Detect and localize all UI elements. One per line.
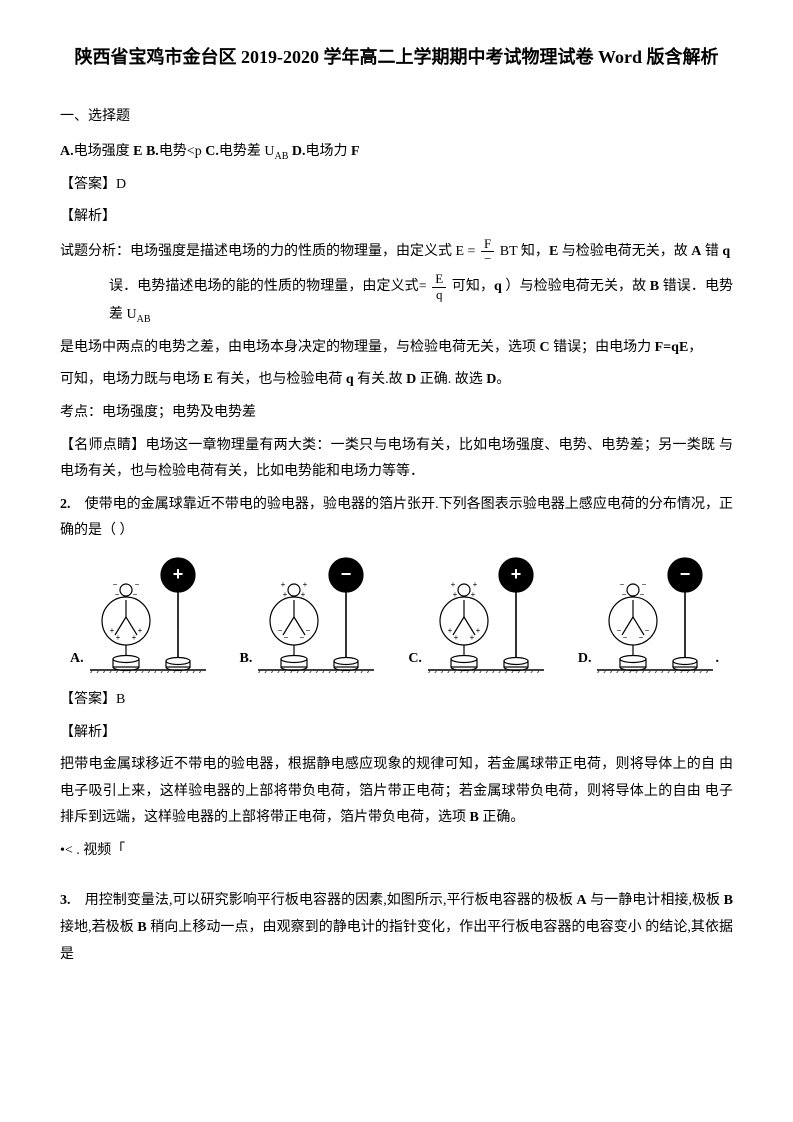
q2-fig-D: D. −−−−−−−−− . — [578, 555, 723, 673]
page-title: 陕西省宝鸡市金台区 2019-2020 学年高二上学期期中考试物理试卷 Word… — [60, 40, 733, 74]
q1-answer: 【答案】D — [60, 172, 733, 199]
svg-text:−: − — [132, 590, 137, 599]
q2-stem-text: 使带电的金属球靠近不带电的验电器，验电器的箔片张开.下列各图表示验电器上感应电荷… — [60, 497, 733, 539]
frac-1: F − — [481, 237, 494, 267]
svg-text:+: + — [453, 590, 458, 599]
q2-number: 2. — [60, 497, 71, 512]
svg-text:−: − — [306, 626, 311, 635]
fig-label-B: B. — [240, 646, 253, 673]
q3-stem: 3. 用控制变量法,可以研究影响平行板电容器的因素,如图所示,平行板电容器的极板… — [60, 888, 733, 968]
q1-explain-line5: 考点：电场强度；电势及电势差 — [60, 400, 733, 427]
q1-explain-line6: 【名师点睛】电场这一章物理量有两大类：一类只与电场有关，比如电场强度、电势、电势… — [60, 433, 733, 486]
q1-l1a: 试题分析：电场强度是描述电场的力的性质的物理量，由定义式 E = — [60, 244, 479, 259]
q3-number: 3. — [60, 893, 71, 908]
svg-text:−: − — [134, 580, 139, 589]
electroscope-diagram-A: −−−−+++++ — [88, 555, 208, 673]
q1-l1b: BT 知，E 与检验电荷无关，故 A 错 q — [500, 244, 730, 259]
fig-label-A: A. — [70, 646, 84, 673]
svg-text:−: − — [620, 580, 625, 589]
q2-explain-label: 【解析】 — [60, 720, 733, 747]
svg-text:+: + — [283, 590, 288, 599]
svg-text:−: − — [640, 590, 645, 599]
svg-text:−: − — [278, 626, 283, 635]
q1-l2a: 误．电势描述电场的能的性质的物理量，由定义式= — [109, 279, 430, 294]
svg-text:+: + — [470, 633, 475, 642]
svg-text:+: + — [115, 633, 120, 642]
q1-options: A.电场强度 E B.电势<p C.电势差 UAB D.电场力 F — [60, 139, 733, 166]
q1-explain-label: 【解析】 — [60, 204, 733, 231]
spacer — [60, 870, 733, 888]
svg-text:−: − — [642, 580, 647, 589]
svg-text:+: + — [303, 580, 308, 589]
q2-fig-C: C. +++++++++ — [408, 555, 546, 673]
svg-text:+: + — [473, 580, 478, 589]
svg-text:−: − — [639, 633, 644, 642]
svg-text:+: + — [109, 626, 114, 635]
q3-stem-text: 用控制变量法,可以研究影响平行板电容器的因素,如图所示,平行板电容器的极板 A … — [60, 893, 733, 961]
svg-text:+: + — [301, 590, 306, 599]
q1-explain-line1: 试题分析：电场强度是描述电场的力的性质的物理量，由定义式 E = F − BT … — [60, 237, 733, 267]
q1-options-text: 电场强度 E B.电势<p C.电势差 UAB D.电场力 F — [74, 144, 360, 159]
q1-explain-line3: 是电场中两点的电势之差，由电场本身决定的物理量，与检验电荷无关，选项 C 错误；… — [60, 335, 733, 362]
q2-fig-A: A. −−−−+++++ — [70, 555, 208, 673]
frac-2: E q — [432, 272, 446, 302]
svg-text:−: − — [623, 633, 628, 642]
section-heading: 一、选择题 — [60, 104, 733, 131]
electroscope-diagram-B: ++++−−−−− — [256, 555, 376, 673]
svg-text:+: + — [281, 580, 286, 589]
electroscope-diagram-C: +++++++++ — [426, 555, 546, 673]
svg-text:−: − — [112, 580, 117, 589]
svg-text:+: + — [131, 633, 136, 642]
q2-fig-B: B. ++++−−−−− — [240, 555, 377, 673]
q2-explain: 把带电金属球移近不带电的验电器，根据静电感应现象的规律可知，若金属球带正电荷，则… — [60, 752, 733, 832]
svg-text:−: − — [300, 633, 305, 642]
frac2-num: E — [432, 272, 446, 287]
svg-text:+: + — [471, 590, 476, 599]
frac1-den: − — [481, 252, 494, 266]
q2-figure-row: A. −−−−+++++ B. ++++−−−−− C. +++++++++ D… — [60, 555, 733, 673]
svg-text:−: − — [114, 590, 119, 599]
svg-text:−: − — [645, 626, 650, 635]
svg-text:−: − — [341, 564, 352, 584]
q2-answer: 【答案】B — [60, 687, 733, 714]
svg-text:+: + — [172, 564, 183, 584]
q2-video: •< . 视频「 — [60, 838, 733, 865]
svg-text:−: − — [284, 633, 289, 642]
frac2-den: q — [432, 288, 446, 302]
q2-stem: 2. 使带电的金属球靠近不带电的验电器，验电器的箔片张开.下列各图表示验电器上感… — [60, 492, 733, 545]
frac1-num: F — [481, 237, 494, 252]
svg-text:+: + — [476, 626, 481, 635]
svg-text:−: − — [622, 590, 627, 599]
svg-text:+: + — [137, 626, 142, 635]
svg-text:+: + — [448, 626, 453, 635]
q1-explain-line4: 可知，电场力既与电场 E 有关，也与检验电荷 q 有关.故 D 正确. 故选 D… — [60, 367, 733, 394]
svg-text:+: + — [451, 580, 456, 589]
fig-label-C: C. — [408, 646, 422, 673]
electroscope-diagram-D: −−−−−−−−− — [595, 555, 715, 673]
q1-explain-line2: 误．电势描述电场的能的性质的物理量，由定义式= E q 可知，q ）与检验电荷无… — [60, 272, 733, 328]
svg-text:+: + — [454, 633, 459, 642]
svg-text:+: + — [511, 564, 522, 584]
svg-text:−: − — [680, 564, 691, 584]
fig-label-D: D. — [578, 646, 592, 673]
fig-trailing-dot: . — [715, 646, 719, 673]
svg-text:−: − — [617, 626, 622, 635]
